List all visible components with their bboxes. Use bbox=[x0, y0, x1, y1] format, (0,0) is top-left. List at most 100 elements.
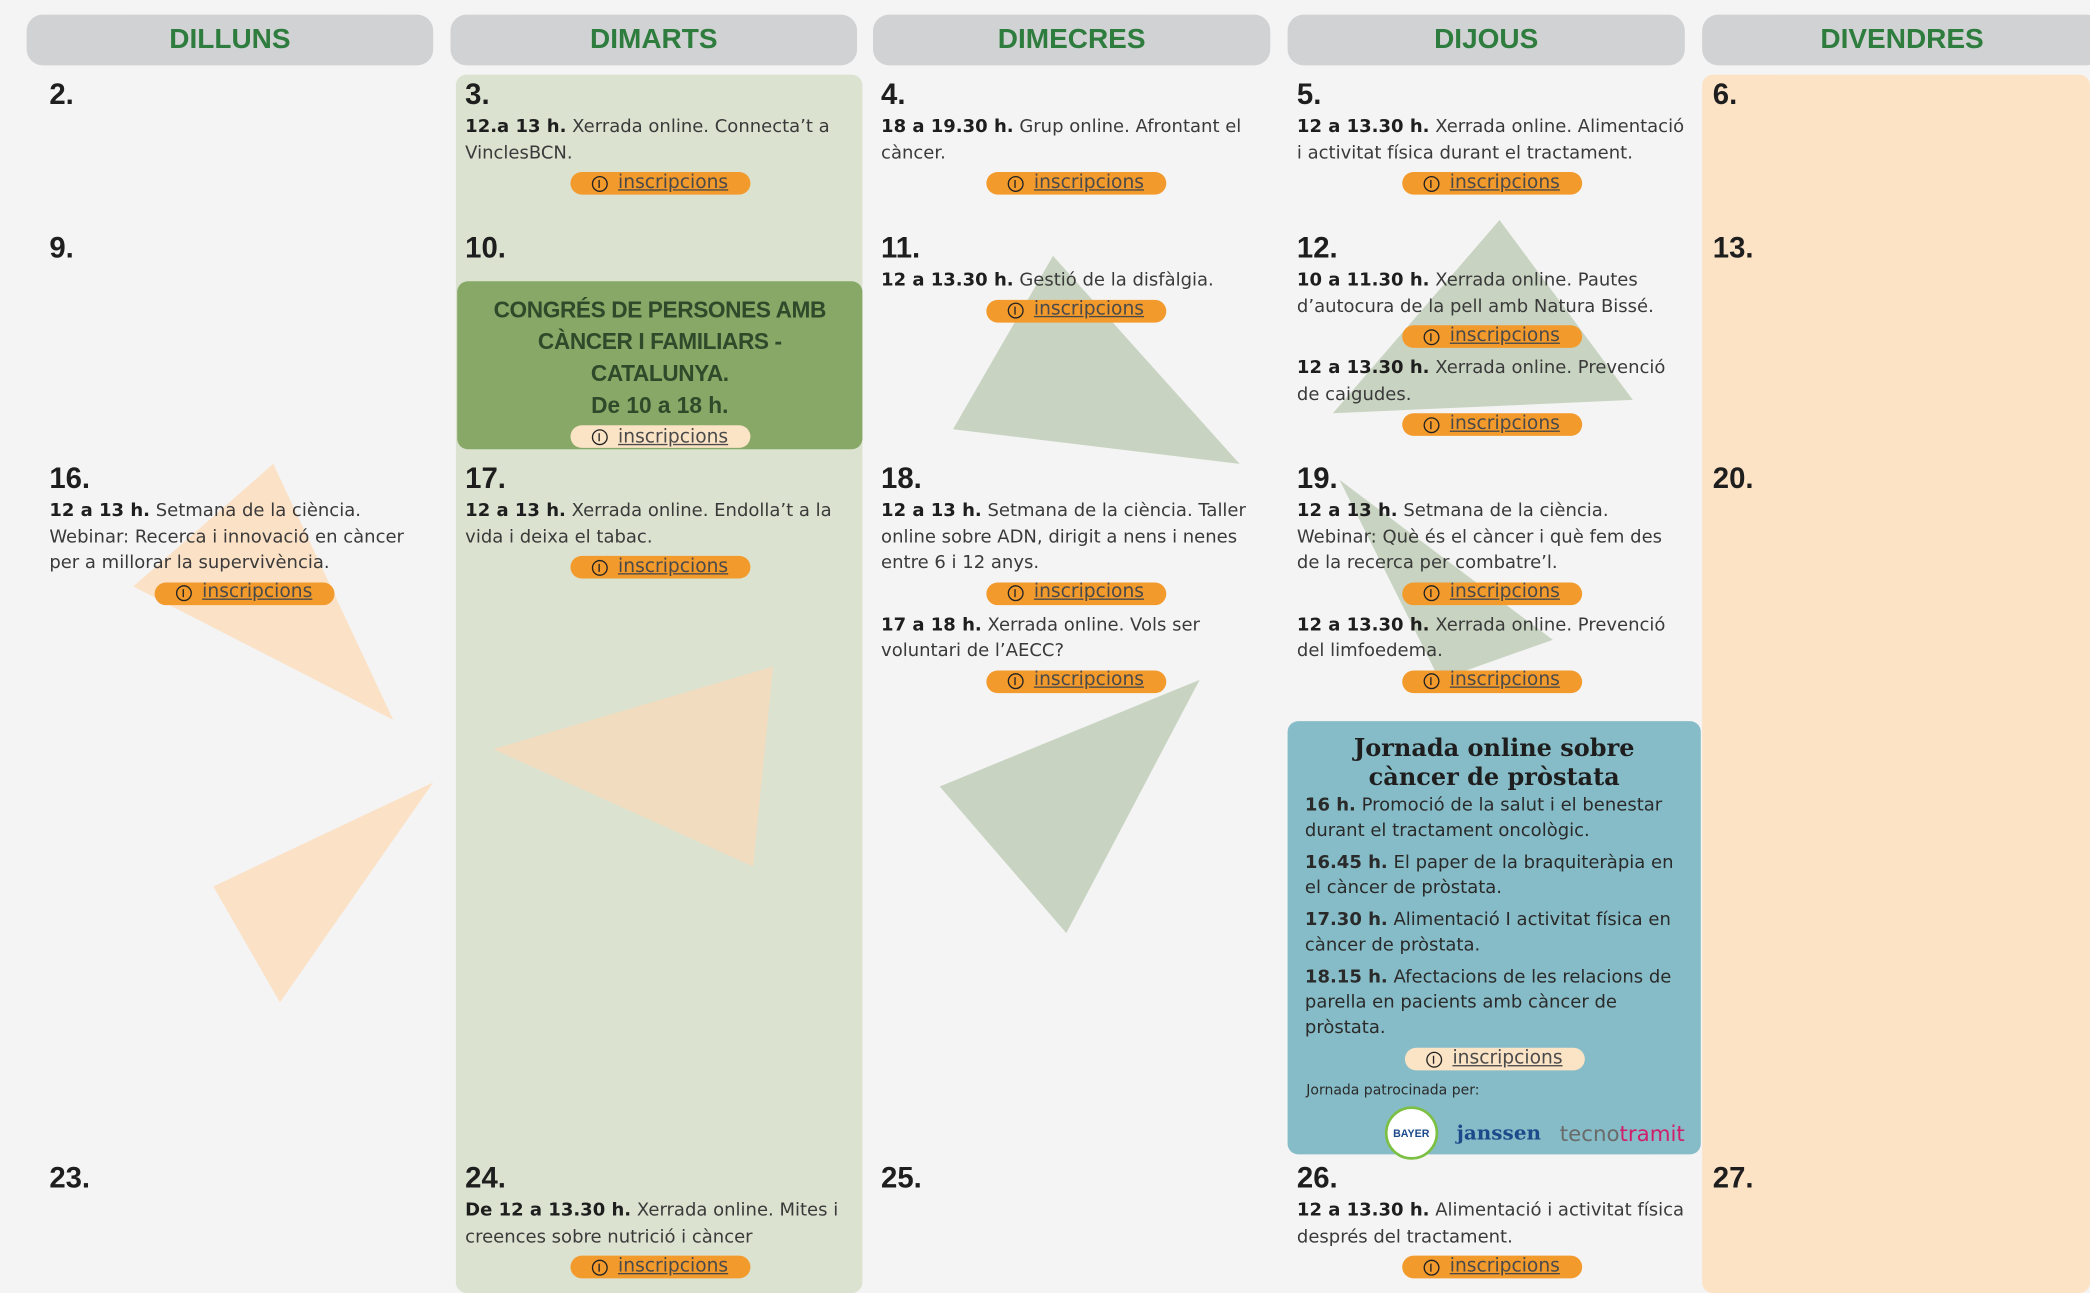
link-button[interactable]: inscripcions bbox=[1402, 670, 1582, 693]
link-text[interactable]: inscripcions bbox=[1450, 580, 1560, 606]
link-button[interactable]: inscripcions bbox=[1402, 413, 1582, 436]
day-cell: 13. bbox=[1713, 231, 2090, 266]
link-text[interactable]: inscripcions bbox=[1034, 170, 1144, 196]
event-time: 12 a 13.30 h. bbox=[1297, 116, 1430, 137]
event: 12 a 13 h. Setmana de la ciència. Webina… bbox=[49, 499, 438, 577]
link-button[interactable]: inscripcions bbox=[570, 556, 750, 579]
jornada-talks: 16 h. Promoció de la salut i el benestar… bbox=[1288, 793, 1701, 1041]
talk-time: 16.45 h. bbox=[1305, 852, 1388, 873]
day-number: 25. bbox=[881, 1161, 1270, 1196]
day-cell: 18.12 a 13 h. Setmana de la ciència. Tal… bbox=[881, 461, 1270, 700]
link-button[interactable]: inscripcions bbox=[1402, 1256, 1582, 1279]
link-button[interactable]: inscripcions bbox=[154, 582, 334, 605]
jornada-box: Jornada online sobre càncer de pròstata … bbox=[1288, 721, 1701, 1154]
day-cell: 20. bbox=[1713, 461, 2090, 496]
info-icon bbox=[1007, 175, 1023, 191]
info-icon bbox=[1423, 417, 1439, 433]
jornada-title: Jornada online sobre càncer de pròstata bbox=[1288, 721, 1701, 793]
event-time: De 12 a 13.30 h. bbox=[465, 1200, 631, 1221]
day-number: 9. bbox=[49, 231, 438, 266]
day-cell: 3.12.a 13 h. Xerrada online. Connecta’t … bbox=[465, 77, 854, 202]
day-cell: 19.12 a 13 h. Setmana de la ciència. Web… bbox=[1297, 461, 1686, 700]
link-button[interactable]: inscripcions bbox=[986, 172, 1166, 195]
congress-link[interactable]: inscripcions bbox=[570, 425, 750, 448]
info-icon bbox=[1007, 585, 1023, 601]
info-icon bbox=[1007, 303, 1023, 319]
day-cell: 24.De 12 a 13.30 h. Xerrada online. Mite… bbox=[465, 1161, 854, 1286]
calendar: 2. 3.12.a 13 h. Xerrada online. Connecta’… bbox=[0, 0, 2090, 1293]
link-text[interactable]: inscripcions bbox=[1034, 580, 1144, 606]
info-icon bbox=[591, 429, 607, 445]
link-text[interactable]: inscripcions bbox=[1452, 1046, 1562, 1071]
event: De 12 a 13.30 h. Xerrada online. Mites i… bbox=[465, 1198, 854, 1250]
event: 12 a 13.30 h. Xerrada online. Alimentaci… bbox=[1297, 115, 1686, 167]
event: 12 a 13 h. Setmana de la ciència. Webina… bbox=[1297, 499, 1686, 577]
event-time: 12 a 13.30 h. bbox=[1297, 614, 1430, 635]
info-icon bbox=[591, 559, 607, 575]
body: 2. 3.12.a 13 h. Xerrada online. Connecta’… bbox=[0, 0, 2090, 1293]
day-cell: 9. bbox=[49, 231, 438, 266]
congress-time: De 10 a 18 h. bbox=[457, 391, 862, 423]
event: 12 a 13 h. Xerrada online. Endolla’t a l… bbox=[465, 499, 854, 551]
link-text[interactable]: inscripcions bbox=[618, 554, 728, 580]
link-text[interactable]: inscripcions bbox=[202, 580, 312, 606]
link-button[interactable]: inscripcions bbox=[986, 582, 1166, 605]
event-text: Gestió de la disfàlgia. bbox=[1019, 269, 1213, 290]
link-text[interactable]: inscripcions bbox=[1450, 324, 1560, 350]
link-button[interactable]: inscripcions bbox=[986, 299, 1166, 322]
link-text[interactable]: inscripcions bbox=[618, 1254, 728, 1280]
day-cell: 11.12 a 13.30 h. Gestió de la disfàlgia.… bbox=[881, 231, 1270, 330]
event: 12 a 13.30 h. Gestió de la disfàlgia. bbox=[881, 268, 1270, 294]
day-cell: 6. bbox=[1713, 77, 2090, 112]
link-text[interactable]: inscripcions bbox=[1450, 1254, 1560, 1280]
talk: 16.45 h. El paper de la braquiteràpia en… bbox=[1305, 850, 1690, 901]
link-text[interactable]: inscripcions bbox=[1450, 170, 1560, 196]
info-icon bbox=[1423, 329, 1439, 345]
sponsor-part: tramit bbox=[1620, 1120, 1685, 1145]
talk-time: 17.30 h. bbox=[1305, 909, 1388, 930]
day-cell: 10. bbox=[465, 231, 854, 266]
weekday-header: DIVENDRES bbox=[1702, 15, 2090, 66]
talk-text: Promoció de la salut i el benestar duran… bbox=[1305, 794, 1662, 841]
info-icon bbox=[1423, 673, 1439, 689]
sponsor-logo: janssen bbox=[1457, 1121, 1542, 1145]
talk: 18.15 h. Afectacions de les relacions de… bbox=[1305, 965, 1690, 1041]
link-button[interactable]: inscripcions bbox=[1402, 172, 1582, 195]
info-icon bbox=[1423, 175, 1439, 191]
event-time: 18 a 19.30 h. bbox=[881, 116, 1014, 137]
link-button[interactable]: inscripcions bbox=[1402, 325, 1582, 348]
info-icon bbox=[1007, 673, 1023, 689]
info-icon bbox=[591, 175, 607, 191]
event: 12.a 13 h. Xerrada online. Connecta’t a … bbox=[465, 115, 854, 167]
link-text[interactable]: inscripcions bbox=[1034, 668, 1144, 694]
link-button[interactable]: inscripcions bbox=[1402, 582, 1582, 605]
event: 12 a 13 h. Setmana de la ciència. Taller… bbox=[881, 499, 1270, 577]
link-text[interactable]: inscripcions bbox=[1034, 298, 1144, 324]
weekday-header: DIMECRES bbox=[873, 15, 1270, 66]
talk: 16 h. Promoció de la salut i el benestar… bbox=[1305, 793, 1690, 844]
event: 17 a 18 h. Xerrada online. Vols ser volu… bbox=[881, 613, 1270, 665]
day-number: 11. bbox=[881, 231, 1270, 266]
link-text[interactable]: inscripcions bbox=[618, 170, 728, 196]
event-time: 12.a 13 h. bbox=[465, 116, 566, 137]
jornada-link[interactable]: inscripcions bbox=[1404, 1048, 1584, 1071]
day-number: 27. bbox=[1713, 1161, 2090, 1196]
day-number: 26. bbox=[1297, 1161, 1686, 1196]
link-button[interactable]: inscripcions bbox=[570, 172, 750, 195]
day-number: 4. bbox=[881, 77, 1270, 112]
link-button[interactable]: inscripcions bbox=[570, 1256, 750, 1279]
sponsor-part: tecno bbox=[1560, 1120, 1620, 1145]
link-button[interactable]: inscripcions bbox=[986, 670, 1166, 693]
link-text[interactable]: inscripcions bbox=[618, 426, 728, 447]
event: 18 a 19.30 h. Grup online. Afrontant el … bbox=[881, 115, 1270, 167]
day-cell: 16.12 a 13 h. Setmana de la ciència. Web… bbox=[49, 461, 438, 612]
day-cell: 5.12 a 13.30 h. Xerrada online. Alimenta… bbox=[1297, 77, 1686, 202]
event-time: 12 a 13 h. bbox=[881, 500, 982, 521]
day-cell: 2. bbox=[49, 77, 438, 112]
link-text[interactable]: inscripcions bbox=[1450, 668, 1560, 694]
day-number: 5. bbox=[1297, 77, 1686, 112]
info-icon bbox=[1423, 585, 1439, 601]
day-number: 3. bbox=[465, 77, 854, 112]
link-text[interactable]: inscripcions bbox=[1450, 412, 1560, 438]
day-number: 13. bbox=[1713, 231, 2090, 266]
